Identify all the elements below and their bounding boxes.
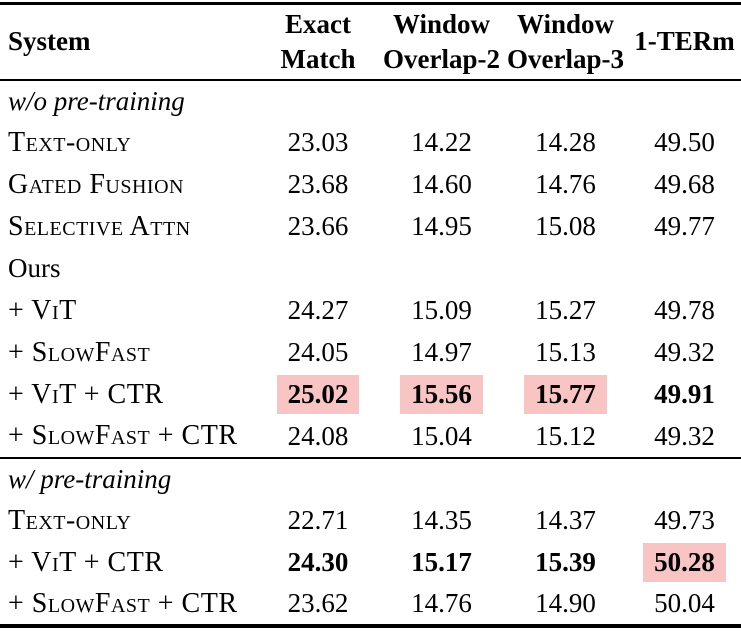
cell-1-term: 49.32: [654, 337, 715, 367]
cell-1-term: 49.73: [654, 505, 715, 535]
table-row: Text-only 22.71 14.35 14.37 49.73: [0, 500, 741, 542]
cell-window-overlap-3: 15.13: [535, 337, 596, 367]
cell-1-term: 49.50: [654, 127, 715, 157]
cell-window-overlap-3: 14.76: [535, 169, 596, 199]
row-label: + SlowFast: [8, 336, 151, 368]
highlighted-value: 15.56: [400, 375, 483, 414]
cell-window-overlap-2: 14.60: [411, 169, 472, 199]
section-row: w/o pre-training: [0, 80, 741, 122]
cell-window-overlap-3: 14.28: [535, 127, 596, 157]
cell-window-overlap-3: 15.27: [535, 295, 596, 325]
cell-exact-match: 23.66: [287, 211, 349, 241]
header-exact-match-line2: Match: [280, 43, 356, 74]
header-1-term: 1-TERm: [628, 4, 741, 80]
header-window-overlap-2: Window Overlap-2: [380, 4, 503, 80]
cell-window-overlap-3: 15.39: [535, 547, 596, 577]
cell-window-overlap-2: 14.95: [411, 211, 472, 241]
highlighted-value: 15.77: [524, 375, 607, 414]
cell-window-overlap-3: 15.12: [535, 420, 596, 451]
section-label-wo-pretraining: w/o pre-training: [8, 85, 185, 116]
header-1-term-label: 1-TERm: [634, 26, 735, 57]
header-exact-match-line1: Exact: [285, 8, 351, 39]
cell-window-overlap-2: 14.22: [411, 127, 472, 157]
cell-1-term: 49.77: [654, 211, 715, 241]
table-row: + SlowFast + CTR 23.62 14.76 14.90 50.04: [0, 584, 741, 626]
cell-exact-match: 23.68: [287, 169, 349, 199]
header-window-overlap-3-line2: Overlap-3: [507, 43, 624, 74]
cell-window-overlap-3: 15.08: [535, 211, 596, 241]
cell-1-term: 49.91: [654, 379, 715, 409]
cell-1-term: 50.28: [628, 542, 741, 584]
cell-exact-match: 24.27: [287, 295, 349, 325]
section-row: Ours: [0, 248, 741, 290]
header-window-overlap-3-line1: Window: [516, 8, 615, 39]
cell-exact-match: 22.71: [287, 505, 349, 535]
row-label: Text-only: [8, 504, 132, 536]
row-label: + ViT + CTR: [8, 546, 164, 578]
row-label: Gated Fushion: [8, 168, 184, 200]
cell-1-term: 50.04: [654, 588, 715, 618]
table-row-best-w-pretraining: + ViT + CTR 24.30 15.17 15.39 50.28: [0, 542, 741, 584]
cell-window-overlap-3: 14.90: [535, 588, 596, 618]
table-row: Text-only 23.03 14.22 14.28 49.50: [0, 122, 741, 164]
cell-window-overlap-3: 15.77: [503, 374, 628, 416]
header-window-overlap-3: Window Overlap-3: [503, 4, 628, 80]
cell-1-term: 49.78: [654, 295, 715, 325]
cell-window-overlap-2: 15.04: [411, 420, 472, 451]
header-system: System: [8, 26, 91, 57]
highlighted-value: 25.02: [276, 375, 360, 414]
row-label: + SlowFast + CTR: [8, 420, 238, 451]
table-row: + SlowFast 24.05 14.97 15.13 49.32: [0, 332, 741, 374]
highlighted-value: 50.28: [643, 543, 726, 582]
section-label-w-pretraining: w/ pre-training: [8, 463, 172, 494]
table-row: Selective Attn 23.66 14.95 15.08 49.77: [0, 206, 741, 248]
row-label: + ViT + CTR: [8, 378, 164, 410]
cell-window-overlap-2: 14.97: [411, 337, 472, 367]
section-label-ours: Ours: [8, 253, 61, 283]
header-window-overlap-2-line2: Overlap-2: [383, 43, 500, 74]
cell-exact-match: 23.62: [287, 588, 349, 618]
cell-exact-match: 23.03: [287, 127, 349, 157]
table-header: System Exact Match Window Overlap-2 Wind…: [0, 4, 741, 80]
cell-exact-match: 24.08: [287, 420, 349, 451]
table-row: Gated Fushion 23.68 14.60 14.76 49.68: [0, 164, 741, 206]
cell-exact-match: 24.05: [287, 337, 349, 367]
header-row: System Exact Match Window Overlap-2 Wind…: [0, 4, 741, 80]
cell-exact-match: 25.02: [256, 374, 380, 416]
section-row: w/ pre-training: [0, 458, 741, 500]
cell-window-overlap-2: 15.09: [411, 295, 472, 325]
cell-window-overlap-3: 14.37: [535, 505, 596, 535]
cell-window-overlap-2: 14.35: [411, 505, 472, 535]
header-window-overlap-2-line1: Window: [392, 8, 491, 39]
table-row: + ViT 24.27 15.09 15.27 49.78: [0, 290, 741, 332]
row-label: + ViT: [8, 294, 77, 326]
row-label: Text-only: [8, 126, 132, 158]
cell-window-overlap-2: 15.17: [411, 547, 472, 577]
table-body: w/o pre-training Text-only 23.03 14.22 1…: [0, 80, 741, 626]
table-row: + SlowFast + CTR 24.08 15.04 15.12 49.32: [0, 416, 741, 458]
cell-window-overlap-2: 15.56: [380, 374, 503, 416]
header-exact-match: Exact Match: [256, 4, 380, 80]
row-label: Selective Attn: [8, 210, 191, 242]
cell-1-term: 49.32: [654, 420, 715, 451]
cell-1-term: 49.68: [654, 169, 715, 199]
row-label: + SlowFast + CTR: [8, 587, 238, 619]
cell-exact-match: 24.30: [287, 547, 349, 577]
cell-window-overlap-2: 14.76: [411, 588, 472, 618]
table-row-best-wo-pretraining: + ViT + CTR 25.02 15.56 15.77 49.91: [0, 374, 741, 416]
